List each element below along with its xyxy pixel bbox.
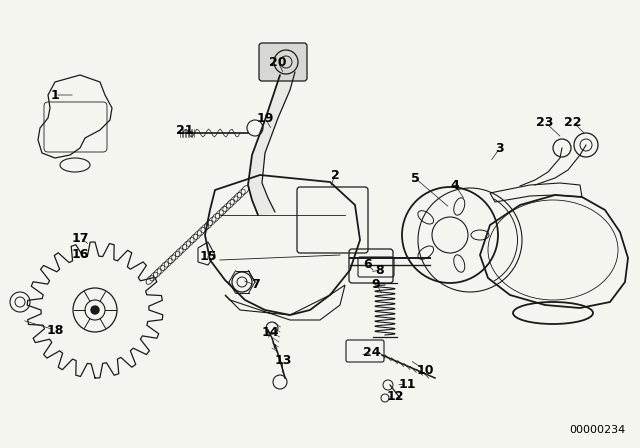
Text: 13: 13 bbox=[275, 353, 292, 366]
Text: 8: 8 bbox=[376, 263, 384, 276]
Text: 1: 1 bbox=[51, 89, 60, 102]
Text: 4: 4 bbox=[451, 178, 460, 191]
Text: 00000234: 00000234 bbox=[569, 425, 625, 435]
Text: 21: 21 bbox=[176, 124, 194, 137]
Text: 11: 11 bbox=[398, 378, 416, 391]
Text: 10: 10 bbox=[416, 363, 434, 376]
Text: 12: 12 bbox=[387, 391, 404, 404]
Text: 9: 9 bbox=[372, 277, 380, 290]
Text: 6: 6 bbox=[364, 258, 372, 271]
Circle shape bbox=[91, 306, 99, 314]
Text: 3: 3 bbox=[496, 142, 504, 155]
Polygon shape bbox=[248, 72, 295, 215]
Text: 7: 7 bbox=[251, 279, 259, 292]
Text: 2: 2 bbox=[331, 168, 339, 181]
Text: 14: 14 bbox=[261, 327, 279, 340]
Text: 23: 23 bbox=[536, 116, 554, 129]
Text: 22: 22 bbox=[564, 116, 582, 129]
Text: 18: 18 bbox=[46, 323, 64, 336]
Text: 15: 15 bbox=[199, 250, 217, 263]
Text: 19: 19 bbox=[256, 112, 274, 125]
Text: 5: 5 bbox=[411, 172, 419, 185]
Text: 24: 24 bbox=[364, 346, 381, 359]
Text: 20: 20 bbox=[269, 56, 287, 69]
Text: 16: 16 bbox=[71, 249, 89, 262]
Text: 17: 17 bbox=[71, 232, 89, 245]
FancyBboxPatch shape bbox=[259, 43, 307, 81]
